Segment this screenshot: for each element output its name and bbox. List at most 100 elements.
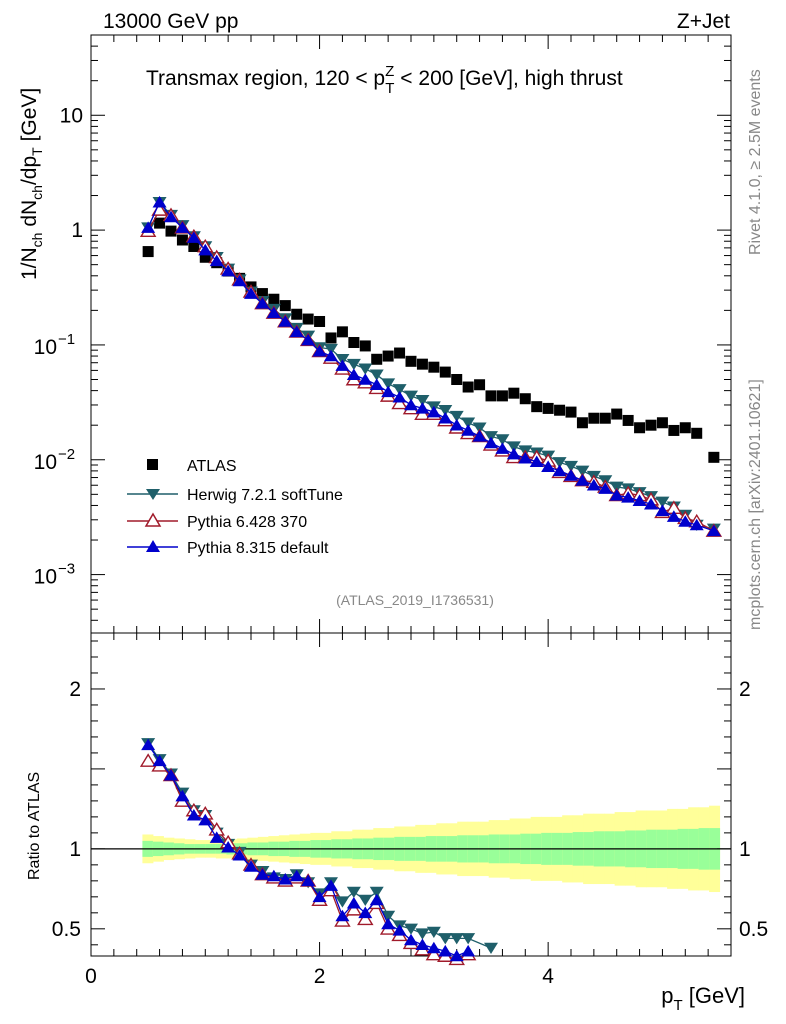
data-point-ratio — [175, 789, 190, 802]
data-point-main — [541, 460, 556, 472]
legend-label-pythia8: Pythia 8.315 default — [187, 540, 329, 557]
data-point-ratio — [438, 944, 453, 957]
data-point-main — [405, 355, 417, 367]
data-point-main — [415, 402, 430, 414]
data-point-main — [324, 349, 338, 362]
data-point-main — [346, 358, 361, 371]
data-point-main — [599, 412, 611, 424]
rivet-version-label: Rivet 4.1.0, ≥ 2.5M events — [747, 69, 764, 255]
main-y-axis-label: 1/Nch dNch/dpT [GeV] — [18, 88, 45, 280]
data-point-ratio — [404, 923, 418, 935]
data-point-main — [622, 414, 634, 426]
data-point-main — [655, 504, 670, 516]
data-point-ratio — [232, 848, 247, 861]
data-point-ratio — [449, 933, 464, 945]
data-point-main — [598, 482, 613, 494]
data-point-main — [175, 221, 190, 233]
data-point-main — [289, 325, 304, 338]
data-point-main — [142, 246, 154, 258]
data-point-ratio — [369, 886, 384, 898]
data-point-ratio — [266, 869, 281, 882]
data-point-ratio — [358, 894, 373, 906]
data-point-main — [164, 210, 178, 223]
data-point-main — [575, 465, 590, 477]
data-point-main — [588, 412, 600, 424]
data-point-main — [611, 408, 623, 420]
data-point-main — [279, 300, 291, 312]
data-point-ratio — [461, 944, 476, 957]
main-y-tick-exponent: −3 — [58, 561, 75, 578]
data-point-main — [266, 306, 281, 319]
data-point-ratio — [335, 909, 350, 922]
data-point-main — [678, 515, 693, 527]
data-point-main — [645, 419, 657, 431]
data-point-ratio — [139, 753, 157, 767]
data-point-ratio — [369, 893, 384, 906]
legend-marker-pythia8 — [146, 540, 160, 552]
data-point-main — [506, 447, 521, 460]
data-point-main — [382, 350, 394, 362]
data-point-main — [392, 390, 407, 403]
data-point-main — [542, 402, 554, 414]
ratio-y-axis-label: Ratio to ATLAS — [26, 772, 43, 880]
data-point-main — [186, 231, 201, 243]
data-point-ratio — [198, 813, 213, 826]
data-point-main — [461, 417, 476, 429]
data-point-main — [449, 410, 464, 423]
data-point-main — [312, 345, 327, 357]
data-point-ratio — [461, 933, 476, 945]
ratio-y-tick-label-left: 2 — [69, 678, 81, 701]
data-point-main — [426, 405, 441, 418]
data-point-main — [609, 489, 624, 501]
data-point-ratio — [141, 738, 156, 751]
data-point-main — [188, 240, 200, 252]
ratio-y-tick-label-right: 2 — [739, 678, 751, 701]
x-tick-label: 4 — [542, 965, 554, 988]
data-point-ratio — [221, 840, 236, 853]
data-point-ratio — [449, 949, 464, 962]
data-point-ratio — [381, 910, 396, 922]
energy-label: 13000 GeV pp — [103, 10, 238, 33]
data-point-main — [575, 474, 590, 486]
data-point-ratio — [255, 868, 270, 880]
main-y-tick-exponent: −2 — [58, 446, 75, 463]
data-point-main — [632, 494, 647, 506]
data-point-main — [221, 264, 236, 277]
legend-marker-atlas — [147, 459, 158, 470]
data-point-main — [655, 496, 670, 508]
data-point-main — [439, 366, 451, 378]
data-point-main — [324, 343, 338, 356]
data-point-main — [666, 510, 681, 522]
data-point-ratio — [164, 769, 178, 781]
data-point-ratio — [484, 942, 498, 954]
source-label: mcplots.cern.ch [arXiv:2401.10621] — [747, 379, 764, 630]
data-point-main — [484, 431, 498, 443]
data-point-ratio — [392, 924, 407, 936]
ratio-panel: 2 2 1 1 0.5 0.5 0 2 4 — [52, 633, 768, 988]
data-point-main — [474, 379, 486, 391]
data-point-ratio — [381, 917, 396, 930]
data-point-main — [428, 361, 440, 373]
data-point-main — [255, 297, 270, 309]
data-point-main — [564, 469, 578, 481]
main-y-tick-label: 1 — [71, 219, 83, 242]
data-point-main — [336, 326, 348, 338]
data-point-main — [358, 373, 373, 385]
legend-label-herwig: Herwig 7.2.1 softTune — [187, 487, 343, 504]
main-y-tick-label: 10 — [34, 451, 57, 474]
plot-title: Transmax region, 120 < pZ T < 200 [GeV], … — [146, 63, 623, 97]
data-point-main — [529, 455, 544, 468]
data-point-main — [392, 384, 407, 396]
data-point-main — [244, 287, 258, 299]
data-point-main — [404, 398, 418, 411]
main-y-tick-exponent: −1 — [58, 331, 75, 348]
data-point-main — [449, 418, 464, 431]
legend-label-pythia6: Pythia 6.428 370 — [187, 514, 307, 531]
data-point-main — [586, 478, 601, 491]
data-point-main — [679, 422, 691, 434]
data-point-main — [232, 274, 247, 287]
data-point-ratio — [278, 872, 293, 885]
data-point-main — [348, 336, 360, 348]
data-point-main — [518, 451, 533, 464]
